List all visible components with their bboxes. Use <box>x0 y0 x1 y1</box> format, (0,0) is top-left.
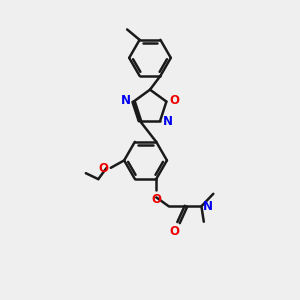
Text: O: O <box>169 94 179 107</box>
Text: O: O <box>98 162 108 175</box>
Text: O: O <box>170 225 180 238</box>
Text: N: N <box>163 115 173 128</box>
Text: N: N <box>121 94 130 107</box>
Text: O: O <box>151 193 161 206</box>
Text: N: N <box>203 200 213 213</box>
